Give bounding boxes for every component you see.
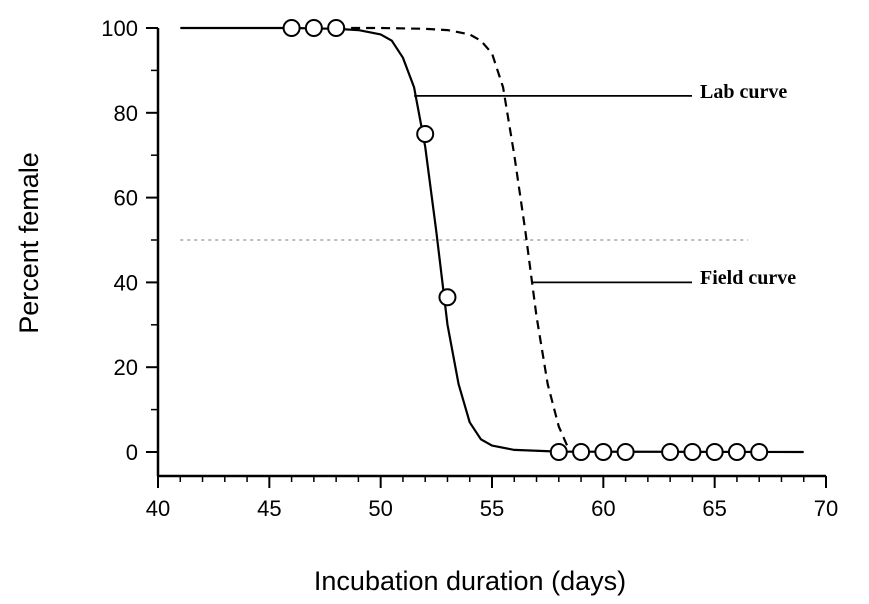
y-tick-label: 60 [114, 186, 138, 211]
data-point [683, 443, 702, 461]
data-point [705, 443, 724, 461]
data-point [438, 288, 457, 307]
y-tick-label: 20 [114, 355, 138, 380]
x-tick-label: 40 [146, 496, 170, 521]
data-point [327, 19, 346, 37]
x-tick-label: 65 [702, 496, 726, 521]
lab-curve-label: Lab curve [700, 81, 787, 103]
data-point [727, 443, 746, 461]
data-point [416, 125, 435, 143]
data-point [750, 443, 769, 461]
y-tick-label: 80 [114, 101, 138, 126]
x-tick-label: 55 [480, 496, 504, 521]
y-tick-label: 0 [126, 440, 138, 465]
data-point [549, 443, 568, 461]
ticks: 40 45 50 55 60 65 70 0 20 40 60 80 100 [101, 16, 838, 521]
y-tick-label: 100 [101, 16, 138, 41]
lab-curve-line [180, 26, 804, 454]
data-point [616, 443, 635, 461]
data-point [282, 19, 301, 37]
x-tick-label: 45 [257, 496, 281, 521]
field-curve-label: Field curve [700, 267, 796, 289]
x-tick-label: 50 [368, 496, 392, 521]
x-tick-label: 60 [591, 496, 615, 521]
annotations: Lab curve Field curve [414, 81, 796, 289]
field-curve-line [336, 26, 571, 453]
y-tick-label: 40 [114, 270, 138, 295]
x-tick-label: 70 [814, 496, 838, 521]
data-point [661, 443, 680, 461]
x-axis-label: Incubation duration (days) [314, 566, 626, 596]
y-axis-label: Percent female [14, 152, 44, 334]
data-point [594, 443, 613, 461]
data-point [572, 443, 591, 461]
series-layer [180, 19, 804, 461]
data-point [304, 19, 323, 37]
